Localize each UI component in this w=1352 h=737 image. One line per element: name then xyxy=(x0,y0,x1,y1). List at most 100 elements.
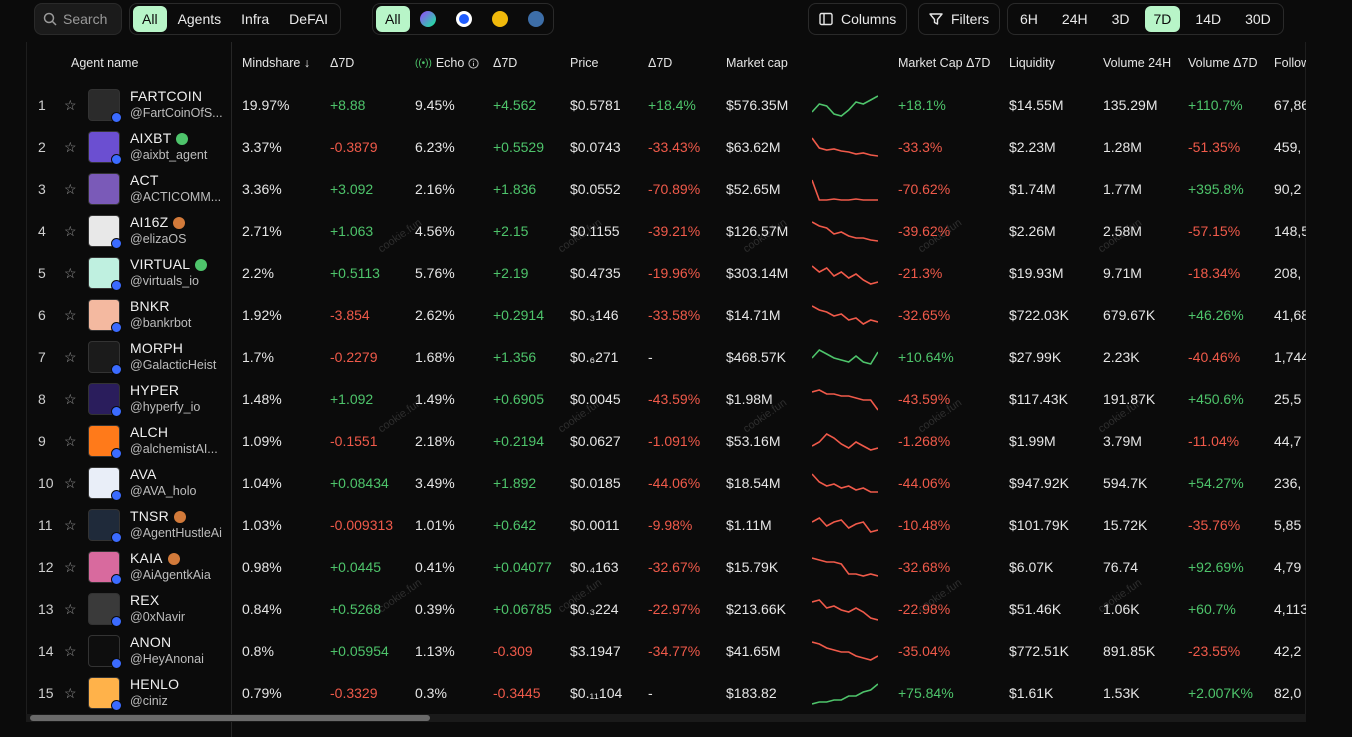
info-icon[interactable] xyxy=(468,57,479,69)
agent-handle[interactable]: @elizaOS xyxy=(130,232,187,246)
table-row[interactable]: 2 ☆ AIXBT @aixbt_agent 3.37% -0.3879 6.23% +0.5… xyxy=(26,126,1306,168)
range-7d[interactable]: 7D xyxy=(1144,6,1181,32)
table-row[interactable]: 15 ☆ HENLO @ciniz 0.79% -0.3329 0.3% -0.3445 $0.… xyxy=(26,672,1306,714)
agent-avatar[interactable] xyxy=(88,551,122,585)
scrollbar-thumb[interactable] xyxy=(30,715,430,721)
agent-name[interactable]: ACT xyxy=(130,172,159,188)
favorite-star-icon[interactable]: ☆ xyxy=(64,96,77,113)
columns-button[interactable]: Columns xyxy=(808,3,908,35)
agent-avatar[interactable] xyxy=(88,299,122,333)
agent-name[interactable]: FARTCOIN xyxy=(130,88,202,104)
agent-name[interactable]: ANON xyxy=(130,634,171,650)
table-row[interactable]: 8 ☆ HYPER @hyperfy_io 1.48% +1.092 1.49% +0.690… xyxy=(26,378,1306,420)
agent-handle[interactable]: @bankrbot xyxy=(130,316,192,330)
favorite-star-icon[interactable]: ☆ xyxy=(64,264,77,281)
agent-handle[interactable]: @hyperfy_io xyxy=(130,400,201,414)
table-row[interactable]: 14 ☆ ANON @HeyAnonai 0.8% +0.05954 1.13% -0.309… xyxy=(26,630,1306,672)
chain-all[interactable]: All xyxy=(376,6,410,32)
favorite-star-icon[interactable]: ☆ xyxy=(64,348,77,365)
agent-avatar[interactable] xyxy=(88,677,122,711)
agent-name[interactable]: BNKR xyxy=(130,298,170,314)
agent-name[interactable]: HYPER xyxy=(130,382,179,398)
favorite-star-icon[interactable]: ☆ xyxy=(64,390,77,407)
favorite-star-icon[interactable]: ☆ xyxy=(64,222,77,239)
favorite-star-icon[interactable]: ☆ xyxy=(64,474,77,491)
table-row[interactable]: 7 ☆ MORPH @GalacticHeist 1.7% -0.2279 1.68% +1.… xyxy=(26,336,1306,378)
agent-name[interactable]: ALCH xyxy=(130,424,168,440)
header-followers[interactable]: Followers xyxy=(1274,56,1306,70)
agent-avatar[interactable] xyxy=(88,509,122,543)
agent-handle[interactable]: @HeyAnonai xyxy=(130,652,204,666)
header-echo-delta[interactable]: Δ7D xyxy=(493,56,518,70)
agent-name[interactable]: REX xyxy=(130,592,159,608)
header-price-delta[interactable]: Δ7D xyxy=(648,56,673,70)
bnb-chain-icon[interactable] xyxy=(491,11,508,27)
agent-avatar[interactable] xyxy=(88,173,120,205)
tab-agents[interactable]: Agents xyxy=(177,11,222,27)
agent-avatar[interactable] xyxy=(88,635,122,669)
range-24h[interactable]: 24H xyxy=(1061,11,1088,27)
agent-name[interactable]: TNSR xyxy=(130,508,186,524)
base-chain-icon[interactable] xyxy=(455,11,472,27)
header-market-cap[interactable]: Market cap xyxy=(726,56,788,70)
agent-handle[interactable]: @AVA_holo xyxy=(130,484,197,498)
header-price[interactable]: Price xyxy=(570,56,599,70)
agent-avatar[interactable] xyxy=(88,89,122,123)
table-row[interactable]: 10 ☆ AVA @AVA_holo 1.04% +0.08434 3.49% +1.892 $… xyxy=(26,462,1306,504)
header-volume-delta[interactable]: Volume Δ7D xyxy=(1188,56,1258,70)
agent-handle[interactable]: @alchemistAI... xyxy=(130,442,218,456)
horizontal-scrollbar[interactable] xyxy=(26,714,1306,722)
header-volume-24h[interactable]: Volume 24H xyxy=(1103,56,1172,70)
header-agent-name[interactable]: Agent name xyxy=(71,56,139,70)
table-row[interactable]: 12 ☆ KAIA @AiAgentkAia 0.98% +0.0445 0.41% +0.0… xyxy=(26,546,1306,588)
agent-handle[interactable]: @GalacticHeist xyxy=(130,358,217,372)
range-6h[interactable]: 6H xyxy=(1020,11,1038,27)
table-row[interactable]: 4 ☆ AI16Z @elizaOS 2.71% +1.063 4.56% +2.15 $0.1… xyxy=(26,210,1306,252)
table-row[interactable]: 3 ☆ ACT @ACTICOMM... 3.36% +3.092 2.16% +1.836 $… xyxy=(26,168,1306,210)
table-row[interactable]: 6 ☆ BNKR @bankrbot 1.92% -3.854 2.62% +0.2914 $0… xyxy=(26,294,1306,336)
agent-handle[interactable]: @ciniz xyxy=(130,694,168,708)
agent-avatar[interactable] xyxy=(88,425,122,459)
agent-avatar[interactable] xyxy=(88,257,122,291)
header-echo-group[interactable]: ((•)) Echo xyxy=(415,56,479,70)
favorite-star-icon[interactable]: ☆ xyxy=(64,138,77,155)
agent-name[interactable]: AIXBT xyxy=(130,130,189,146)
table-row[interactable]: 1 ☆ FARTCOIN @FartCoinOfS... 19.97% +8.88 9.45… xyxy=(26,84,1306,126)
table-row[interactable]: 9 ☆ ALCH @alchemistAI... 1.09% -0.1551 2.18% +0… xyxy=(26,420,1306,462)
filters-button[interactable]: Filters xyxy=(918,3,1001,35)
tab-defai[interactable]: DeFAI xyxy=(289,11,329,27)
agent-handle[interactable]: @FartCoinOfS... xyxy=(130,106,223,120)
tab-all[interactable]: All xyxy=(133,6,167,32)
agent-name[interactable]: HENLO xyxy=(130,676,179,692)
favorite-star-icon[interactable]: ☆ xyxy=(64,432,77,449)
agent-handle[interactable]: @virtuals_io xyxy=(130,274,199,288)
agent-avatar[interactable] xyxy=(88,341,122,375)
agent-name[interactable]: AVA xyxy=(130,466,157,482)
agent-avatar[interactable] xyxy=(88,131,122,165)
agent-name[interactable]: VIRTUAL xyxy=(130,256,208,272)
range-14d[interactable]: 14D xyxy=(1195,11,1222,27)
table-row[interactable]: 11 ☆ TNSR @AgentHustleAi 1.03% -0.009313 1.01%… xyxy=(26,504,1306,546)
agent-avatar[interactable] xyxy=(88,467,122,501)
agent-avatar[interactable] xyxy=(88,215,122,249)
favorite-star-icon[interactable]: ☆ xyxy=(64,516,77,533)
solana-chain-icon[interactable] xyxy=(419,11,436,27)
agent-avatar[interactable] xyxy=(88,383,122,417)
table-row[interactable]: 5 ☆ VIRTUAL @virtuals_io 2.2% +0.5113 5.76% +2.… xyxy=(26,252,1306,294)
other-chain-icon[interactable] xyxy=(527,11,544,27)
favorite-star-icon[interactable]: ☆ xyxy=(64,306,77,323)
agent-handle[interactable]: @AgentHustleAi xyxy=(130,526,222,540)
agent-name[interactable]: KAIA xyxy=(130,550,180,566)
favorite-star-icon[interactable]: ☆ xyxy=(64,600,77,617)
agent-handle[interactable]: @aixbt_agent xyxy=(130,148,208,162)
favorite-star-icon[interactable]: ☆ xyxy=(64,558,77,575)
header-market-cap-delta[interactable]: Market Cap Δ7D xyxy=(898,56,991,70)
agent-name[interactable]: AI16Z xyxy=(130,214,186,230)
header-mindshare[interactable]: Mindshare ↓ xyxy=(242,56,311,70)
tab-infra[interactable]: Infra xyxy=(241,11,270,27)
agent-handle[interactable]: @ACTICOMM... xyxy=(130,190,222,204)
favorite-star-icon[interactable]: ☆ xyxy=(64,180,77,197)
range-3d[interactable]: 3D xyxy=(1111,11,1130,27)
header-liquidity[interactable]: Liquidity xyxy=(1009,56,1055,70)
favorite-star-icon[interactable]: ☆ xyxy=(64,642,77,659)
